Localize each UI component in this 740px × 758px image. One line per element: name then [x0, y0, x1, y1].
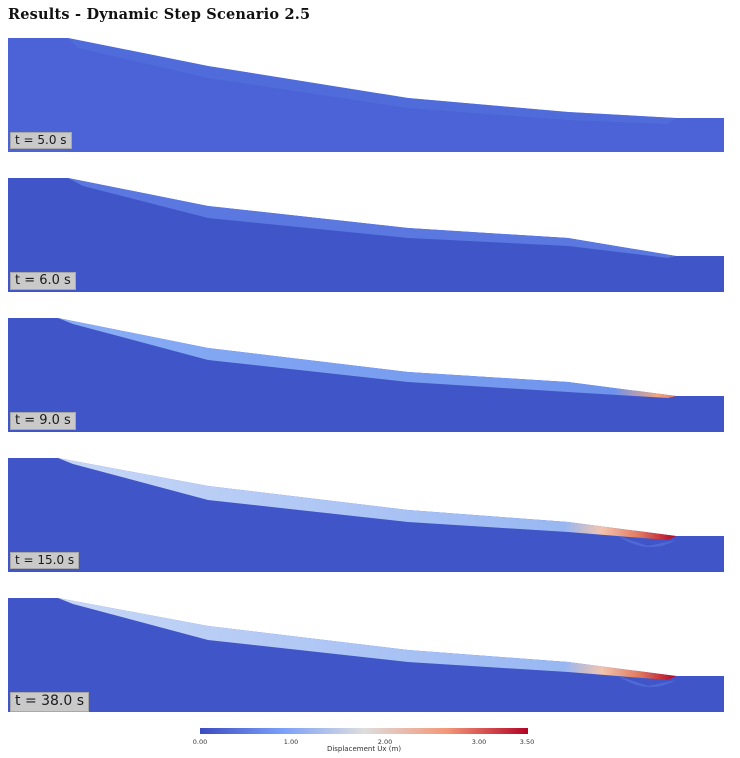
- colorbar-tick: 0.00: [192, 738, 208, 746]
- slope-contour-plot: [8, 316, 724, 432]
- slope-contour-plot: [8, 596, 724, 712]
- colorbar-gradient: [200, 728, 528, 734]
- colorbar-tick: 1.00: [283, 738, 299, 746]
- result-panel-t6: t = 6.0 s: [8, 176, 724, 292]
- result-panel-t9: t = 9.0 s: [8, 316, 724, 432]
- colorbar: [200, 728, 528, 734]
- time-label: t = 5.0 s: [10, 132, 72, 149]
- time-label: t = 15.0 s: [10, 552, 80, 569]
- colorbar-tick: 2.00: [377, 738, 393, 746]
- colorbar-tick: 3.00: [471, 738, 487, 746]
- colorbar-title: Displacement Ux (m): [326, 745, 402, 753]
- page-title: Results - Dynamic Step Scenario 2.5: [8, 6, 311, 23]
- result-panel-t5: t = 5.0 s: [8, 36, 724, 152]
- slope-contour-plot: [8, 36, 724, 152]
- result-panel-t38: t = 38.0 s: [8, 596, 724, 712]
- colorbar-tick: 3.50: [519, 738, 535, 746]
- slope-contour-plot: [8, 456, 724, 572]
- time-label: t = 9.0 s: [10, 412, 76, 431]
- slope-contour-plot: [8, 176, 724, 292]
- time-label: t = 6.0 s: [10, 272, 76, 291]
- result-panel-t15: t = 15.0 s: [8, 456, 724, 572]
- time-label: t = 38.0 s: [10, 692, 90, 712]
